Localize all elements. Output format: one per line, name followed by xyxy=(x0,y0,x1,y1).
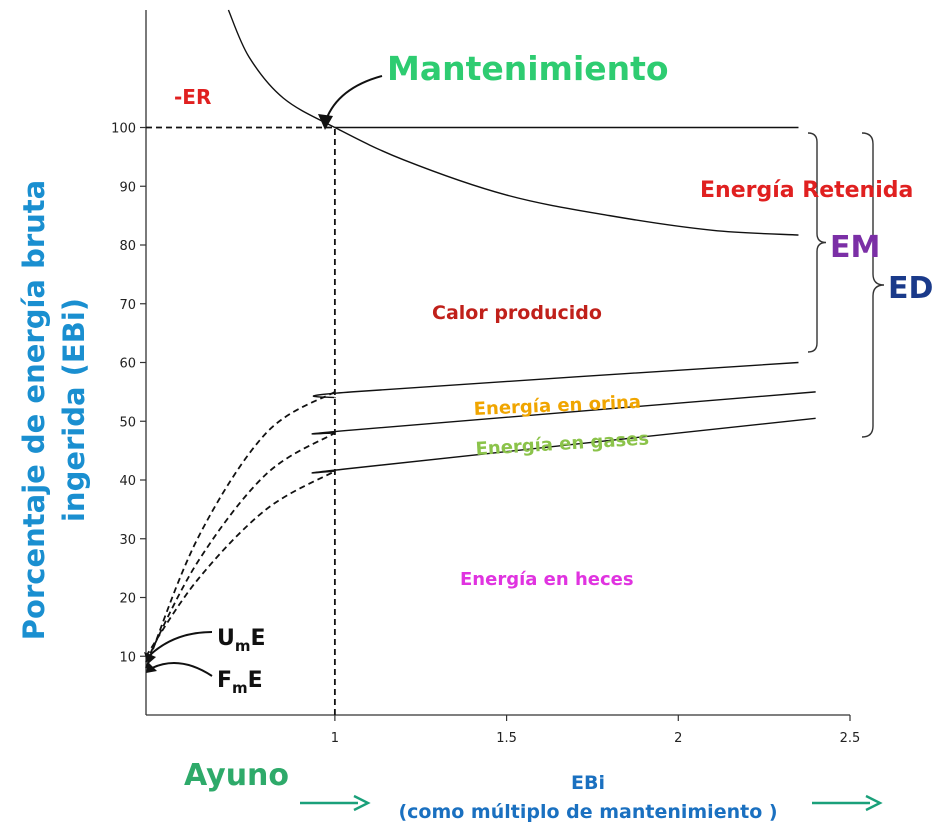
series-line xyxy=(311,391,816,435)
dashed-series-line xyxy=(145,432,336,663)
energia-orina-label: Energía en orina xyxy=(473,392,641,420)
fme-arrow xyxy=(151,662,213,677)
x-axis-arrow-left-head xyxy=(353,794,371,812)
y-tick-label: 70 xyxy=(119,298,136,313)
x-tick-label: 1.5 xyxy=(496,731,517,746)
ume-arrowhead xyxy=(144,652,156,664)
axes xyxy=(145,10,850,716)
y-tick-label: 30 xyxy=(119,533,136,548)
fme-arrowhead xyxy=(146,662,157,673)
decor xyxy=(144,75,885,812)
x-tick-label: 1 xyxy=(331,731,339,746)
y-tick-label: 40 xyxy=(119,474,136,489)
energia-heces-label: Energía en heces xyxy=(460,569,634,590)
mantenimiento-label: Mantenimiento xyxy=(387,49,669,88)
fme-label: FmE xyxy=(217,668,263,697)
x-tick-label: 2.5 xyxy=(840,731,861,746)
em-brace xyxy=(807,132,827,353)
series xyxy=(145,9,816,715)
ayuno-label: Ayuno xyxy=(184,758,289,793)
mantenimiento-arrow xyxy=(325,75,383,121)
ed-brace xyxy=(861,132,885,438)
y-tick-label: 50 xyxy=(119,415,136,430)
dashed-series-line xyxy=(145,391,336,669)
y-tick-label: 60 xyxy=(119,357,136,372)
y-tick-label: 100 xyxy=(111,122,136,137)
y-axis-label-line2: ingerida (EBi) xyxy=(57,298,91,522)
ume-label: UmE xyxy=(217,626,266,655)
series-line xyxy=(311,417,816,474)
er-label: -ER xyxy=(174,85,211,109)
x-tick-label: 2 xyxy=(674,731,682,746)
x-axis-arrow-right-head xyxy=(865,794,883,812)
energia-retenida-label: Energía Retenida xyxy=(700,178,913,203)
y-tick-label: 20 xyxy=(119,592,136,607)
em-label: EM xyxy=(830,230,880,265)
y-tick-label: 10 xyxy=(119,650,136,665)
series-line xyxy=(227,9,799,236)
ume-arrow xyxy=(149,631,213,656)
series-line xyxy=(312,361,799,399)
y-tick-label: 90 xyxy=(119,180,136,195)
ed-label: ED xyxy=(888,271,933,306)
ticks: 10 20 30 40 50 60 70 80 90 100 1 1.5 2 2.5 xyxy=(111,122,860,747)
calor-producido-label: Calor producido xyxy=(432,302,602,324)
x-axis-label-line1: EBi xyxy=(571,772,605,794)
energia-gases-label: Energía en gases xyxy=(475,428,650,460)
x-axis-label-line2: (como múltiplo de mantenimiento ) xyxy=(398,801,777,823)
y-axis-label-line1: Porcentaje de energía bruta xyxy=(17,180,51,640)
mantenimiento-arrowhead xyxy=(318,114,333,130)
y-tick-label: 80 xyxy=(119,239,136,254)
dashed-series-line xyxy=(145,470,336,657)
